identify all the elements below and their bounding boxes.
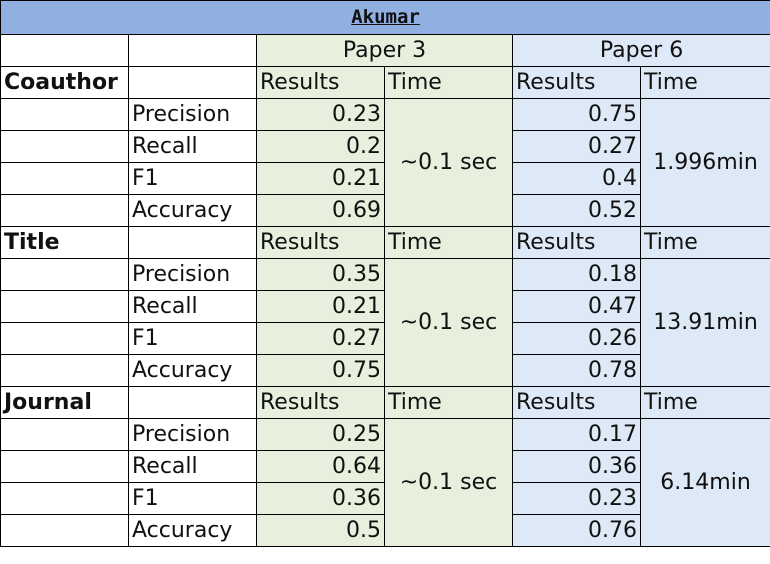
corner-cell xyxy=(0,34,129,67)
paper6-time: 6.14min xyxy=(639,418,770,547)
table-row: F1 0.27 0.26 xyxy=(0,322,770,355)
paper6-result: 0.36 xyxy=(512,450,641,483)
table-row: Precision 0.25 ~0.1 sec 0.17 6.14min xyxy=(0,418,770,547)
corner-cell xyxy=(128,34,257,67)
paper6-result: 0.18 xyxy=(512,258,641,291)
metric-label: Accuracy xyxy=(128,194,257,227)
paper3-result: 0.27 xyxy=(256,322,385,355)
paper6-time: 13.91min xyxy=(639,258,770,387)
results-header: Results xyxy=(512,386,641,419)
table-row: Precision 0.35 ~0.1 sec 0.18 13.91min xyxy=(0,258,770,387)
paper3-result: 0.35 xyxy=(256,258,385,291)
results-header: Results xyxy=(256,226,385,259)
paper3-result: 0.69 xyxy=(256,194,385,227)
paper3-header: Paper 3 xyxy=(256,34,513,67)
paper3-result: 0.2 xyxy=(256,130,385,163)
results-header: Results xyxy=(512,66,641,99)
table-row: F1 0.36 0.23 xyxy=(0,482,770,515)
metric-label: Recall xyxy=(128,130,257,163)
empty-cell xyxy=(0,450,129,483)
section-header-row: Title Results Time Results Time xyxy=(0,226,770,259)
metric-label: Precision xyxy=(128,418,257,451)
metric-label: Accuracy xyxy=(128,354,257,387)
metric-label: Precision xyxy=(128,258,257,291)
paper6-result: 0.17 xyxy=(512,418,641,451)
time-header: Time xyxy=(639,226,770,259)
paper3-result: 0.75 xyxy=(256,354,385,387)
paper3-result: 0.21 xyxy=(256,162,385,195)
empty-cell xyxy=(128,226,257,259)
empty-cell xyxy=(0,290,129,323)
empty-cell xyxy=(0,514,129,547)
empty-cell xyxy=(0,98,129,131)
empty-cell xyxy=(0,162,129,195)
table-row: Recall 0.21 0.47 xyxy=(0,290,770,323)
section-header-row: Coauthor Results Time Results Time xyxy=(0,66,770,99)
empty-cell xyxy=(0,194,129,227)
table-row: Recall 0.64 0.36 xyxy=(0,450,770,483)
paper6-result: 0.52 xyxy=(512,194,641,227)
empty-cell xyxy=(0,258,129,291)
metric-label: Accuracy xyxy=(128,514,257,547)
table-row: F1 0.21 0.4 xyxy=(0,162,770,195)
results-header: Results xyxy=(256,66,385,99)
paper6-header: Paper 6 xyxy=(511,34,770,67)
empty-cell xyxy=(128,66,257,99)
paper6-result: 0.27 xyxy=(512,130,641,163)
empty-cell xyxy=(0,322,129,355)
table-row: Precision 0.23 ~0.1 sec 0.75 1.996min xyxy=(0,98,770,227)
metric-label: F1 xyxy=(128,482,257,515)
table-title: Akumar xyxy=(0,0,770,35)
time-header: Time xyxy=(639,386,770,419)
paper6-result: 0.26 xyxy=(512,322,641,355)
paper6-result: 0.75 xyxy=(512,98,641,131)
paper6-time: 1.996min xyxy=(639,98,770,227)
empty-cell xyxy=(0,482,129,515)
paper3-time: ~0.1 sec xyxy=(384,98,513,227)
paper3-result: 0.5 xyxy=(256,514,385,547)
time-header: Time xyxy=(384,386,513,419)
paper3-result: 0.64 xyxy=(256,450,385,483)
empty-cell xyxy=(0,354,129,387)
empty-cell xyxy=(0,418,129,451)
paper6-result: 0.78 xyxy=(512,354,641,387)
paper3-time: ~0.1 sec xyxy=(384,258,513,387)
metric-label: F1 xyxy=(128,322,257,355)
metric-label: Precision xyxy=(128,98,257,131)
paper3-time: ~0.1 sec xyxy=(384,418,513,547)
table-row: Accuracy 0.5 0.76 xyxy=(0,514,770,547)
time-header: Time xyxy=(384,226,513,259)
time-header: Time xyxy=(639,66,770,99)
time-header: Time xyxy=(384,66,513,99)
metric-label: Recall xyxy=(128,290,257,323)
paper3-result: 0.25 xyxy=(256,418,385,451)
results-header: Results xyxy=(512,226,641,259)
paper6-result: 0.47 xyxy=(512,290,641,323)
paper6-result: 0.23 xyxy=(512,482,641,515)
section-header-row: Journal Results Time Results Time xyxy=(0,386,770,419)
empty-cell xyxy=(128,386,257,419)
metric-label: F1 xyxy=(128,162,257,195)
paper6-result: 0.76 xyxy=(512,514,641,547)
results-table: Akumar Paper 3 Paper 6 Coauthor Results Ti… xyxy=(0,0,770,547)
section-label: Title xyxy=(0,226,129,259)
empty-cell xyxy=(0,130,129,163)
paper3-result: 0.36 xyxy=(256,482,385,515)
results-header: Results xyxy=(256,386,385,419)
metric-label: Recall xyxy=(128,450,257,483)
section-label: Coauthor xyxy=(0,66,129,99)
paper3-result: 0.21 xyxy=(256,290,385,323)
section-label: Journal xyxy=(0,386,129,419)
table-row: Accuracy 0.69 0.52 xyxy=(0,194,770,227)
paper6-result: 0.4 xyxy=(512,162,641,195)
paper3-result: 0.23 xyxy=(256,98,385,131)
